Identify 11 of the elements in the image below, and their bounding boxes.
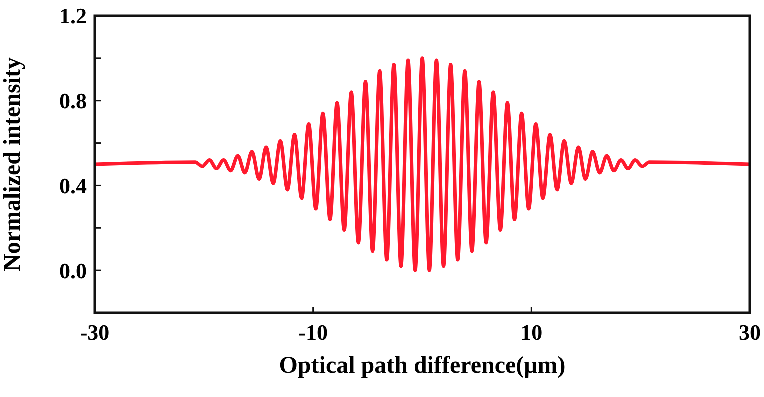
- y-tick-label: 0.4: [60, 173, 87, 198]
- y-tick-label: 0.0: [60, 258, 87, 284]
- x-tick-label: 30: [739, 320, 761, 345]
- line-series: [95, 56, 750, 272]
- x-tick-label: -10: [298, 320, 328, 345]
- y-axis-title: Normalized intensity: [0, 58, 26, 272]
- y-tick-label: 1.2: [60, 4, 87, 29]
- x-axis-title: Optical path difference(μm): [279, 353, 566, 379]
- y-tick-label: 0.8: [60, 88, 87, 114]
- x-tick-label: -30: [80, 320, 110, 345]
- x-tick-label: 10: [520, 320, 543, 345]
